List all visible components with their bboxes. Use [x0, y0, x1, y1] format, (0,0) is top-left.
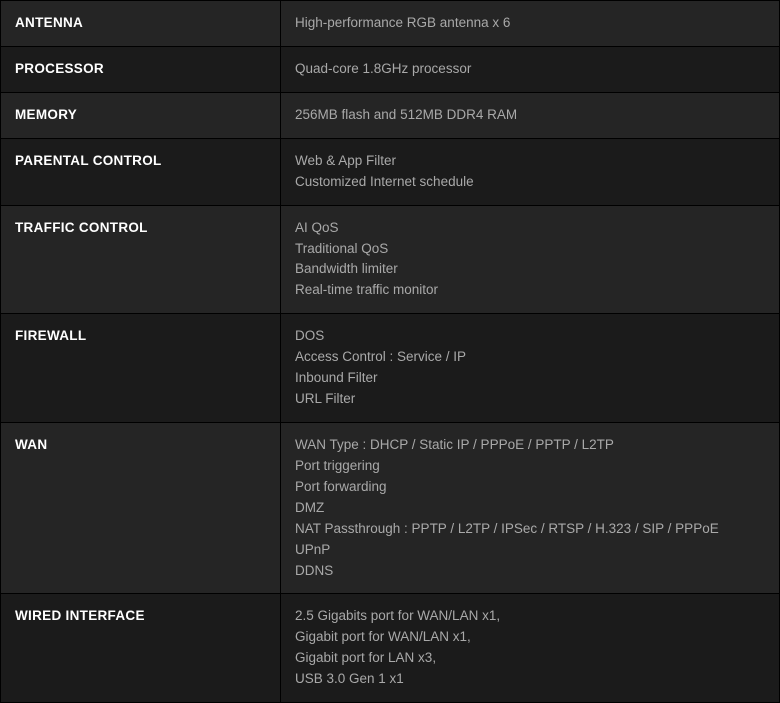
- specs-table: ANTENNA High-performance RGB antenna x 6 P…: [0, 0, 780, 703]
- spec-value-line: Access Control : Service / IP: [295, 347, 765, 368]
- spec-value-line: NAT Passthrough : PPTP / L2TP / IPSec / …: [295, 519, 765, 540]
- spec-value-line: Real-time traffic monitor: [295, 280, 765, 301]
- spec-value-line: High-performance RGB antenna x 6: [295, 13, 765, 34]
- spec-label: FIREWALL: [1, 314, 281, 423]
- spec-value-line: URL Filter: [295, 389, 765, 410]
- spec-value: Quad-core 1.8GHz processor: [281, 46, 780, 92]
- spec-value: 2.5 Gigabits port for WAN/LAN x1,Gigabit…: [281, 594, 780, 703]
- spec-value-line: Bandwidth limiter: [295, 259, 765, 280]
- spec-value-line: WAN Type : DHCP / Static IP / PPPoE / PP…: [295, 435, 765, 456]
- specs-table-body: ANTENNA High-performance RGB antenna x 6 P…: [1, 1, 780, 703]
- spec-label: TRAFFIC CONTROL: [1, 205, 281, 314]
- spec-label: ANTENNA: [1, 1, 281, 47]
- spec-value-line: DDNS: [295, 561, 765, 582]
- spec-value: DOSAccess Control : Service / IPInbound …: [281, 314, 780, 423]
- spec-value-line: USB 3.0 Gen 1 x1: [295, 669, 765, 690]
- spec-value: WAN Type : DHCP / Static IP / PPPoE / PP…: [281, 422, 780, 593]
- spec-label: WIRED INTERFACE: [1, 594, 281, 703]
- spec-value-line: Web & App Filter: [295, 151, 765, 172]
- spec-value-line: Customized Internet schedule: [295, 172, 765, 193]
- spec-row: WIRED INTERFACE2.5 Gigabits port for WAN…: [1, 594, 780, 703]
- spec-value: High-performance RGB antenna x 6: [281, 1, 780, 47]
- spec-value-line: 256MB flash and 512MB DDR4 RAM: [295, 105, 765, 126]
- spec-row: MEMORY 256MB flash and 512MB DDR4 RAM: [1, 92, 780, 138]
- spec-value-line: Port forwarding: [295, 477, 765, 498]
- spec-value-line: Traditional QoS: [295, 239, 765, 260]
- spec-value-line: DMZ: [295, 498, 765, 519]
- spec-value-line: DOS: [295, 326, 765, 347]
- spec-value-line: Quad-core 1.8GHz processor: [295, 59, 765, 80]
- spec-value-line: Port triggering: [295, 456, 765, 477]
- spec-label: MEMORY: [1, 92, 281, 138]
- spec-value-line: Gigabit port for LAN x3,: [295, 648, 765, 669]
- spec-label: WAN: [1, 422, 281, 593]
- spec-row: TRAFFIC CONTROLAI QoSTraditional QoSBand…: [1, 205, 780, 314]
- spec-value-line: Inbound Filter: [295, 368, 765, 389]
- spec-value-line: Gigabit port for WAN/LAN x1,: [295, 627, 765, 648]
- spec-value: Web & App FilterCustomized Internet sche…: [281, 138, 780, 205]
- spec-row: FIREWALLDOSAccess Control : Service / IP…: [1, 314, 780, 423]
- spec-row: WAN WAN Type : DHCP / Static IP / PPPoE /…: [1, 422, 780, 593]
- spec-value: 256MB flash and 512MB DDR4 RAM: [281, 92, 780, 138]
- spec-row: PROCESSOR Quad-core 1.8GHz processor: [1, 46, 780, 92]
- spec-value: AI QoSTraditional QoSBandwidth limiterRe…: [281, 205, 780, 314]
- spec-label: PROCESSOR: [1, 46, 281, 92]
- spec-label: PARENTAL CONTROL: [1, 138, 281, 205]
- spec-value-line: UPnP: [295, 540, 765, 561]
- spec-value-line: AI QoS: [295, 218, 765, 239]
- spec-value-line: 2.5 Gigabits port for WAN/LAN x1,: [295, 606, 765, 627]
- spec-row: ANTENNA High-performance RGB antenna x 6: [1, 1, 780, 47]
- spec-row: PARENTAL CONTROLWeb & App FilterCustomiz…: [1, 138, 780, 205]
